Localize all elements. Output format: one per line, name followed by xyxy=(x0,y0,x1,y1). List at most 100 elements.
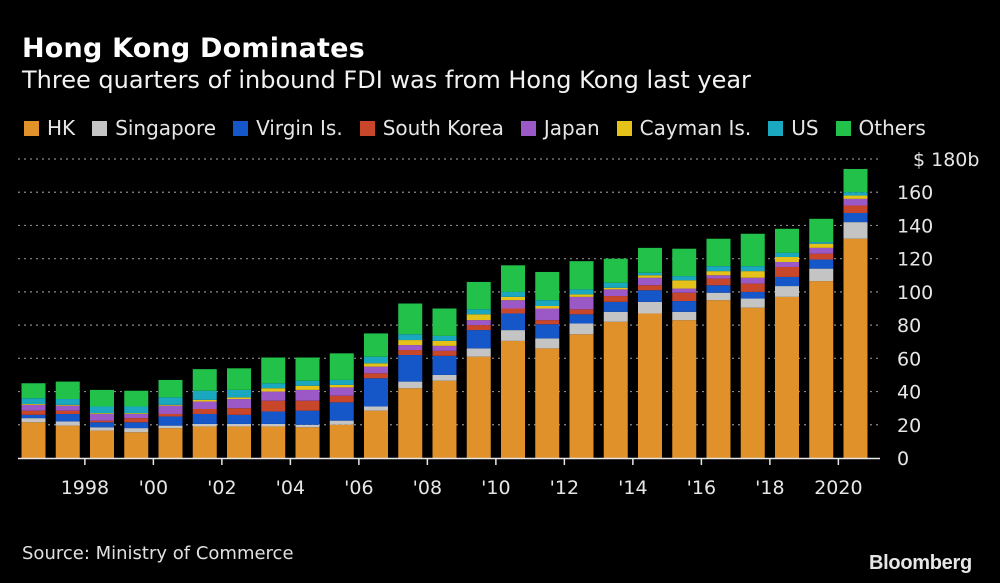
bar-segment-hk xyxy=(227,426,251,458)
bar-segment-virgin-is xyxy=(809,259,834,269)
bar-segment-us xyxy=(603,282,628,288)
bar-segment-cayman-is xyxy=(432,340,457,346)
x-tick-label: '04 xyxy=(276,477,305,499)
bar-2004 xyxy=(261,357,286,458)
bar-segment-us xyxy=(466,309,491,315)
chart-legend: HK Singapore Virgin Is. South Korea Japan Cay… xyxy=(24,116,943,140)
legend-swatch xyxy=(24,120,39,136)
bar-segment-us xyxy=(740,266,765,272)
bar-segment-cayman-is xyxy=(501,296,525,301)
bar-segment-singapore xyxy=(329,420,354,425)
bar-segment-hk xyxy=(90,430,114,458)
bar-2006 xyxy=(329,353,354,458)
bar-segment-virgin-is xyxy=(158,416,183,426)
bar-segment-cayman-is xyxy=(295,385,320,390)
bar-segment-cayman-is xyxy=(706,271,731,276)
bar-segment-south-korea xyxy=(21,410,46,415)
bar-segment-virgin-is xyxy=(740,291,765,299)
bar-segment-singapore xyxy=(569,323,594,335)
bar-segment-hk xyxy=(672,320,697,458)
bar-2015 xyxy=(638,247,662,458)
bar-segment-south-korea xyxy=(706,278,731,286)
bar-segment-cayman-is xyxy=(638,275,662,278)
bar-segment-cayman-is xyxy=(843,195,868,199)
bar-segment-singapore xyxy=(124,428,149,433)
y-tick-label: $ 180b xyxy=(913,149,979,171)
bar-segment-singapore xyxy=(706,292,731,301)
bar-segment-hk xyxy=(329,424,354,458)
bar-segment-virgin-is xyxy=(535,324,560,339)
bar-segment-us xyxy=(21,398,46,405)
chart-title: Hong Kong Dominates xyxy=(22,33,365,64)
x-tick-label: '08 xyxy=(413,477,442,499)
bar-segment-others xyxy=(501,265,525,292)
bar-segment-south-korea xyxy=(569,309,594,315)
bar-segment-japan xyxy=(329,387,354,396)
bar-segment-japan xyxy=(398,345,423,351)
bar-segment-others xyxy=(638,247,662,273)
bar-segment-singapore xyxy=(90,427,114,431)
bar-segment-others xyxy=(432,308,457,336)
bar-segment-others xyxy=(21,383,46,399)
bar-segment-others xyxy=(398,303,423,335)
legend-swatch xyxy=(92,120,108,136)
bar-segment-virgin-is xyxy=(21,414,46,419)
x-tick-label: '02 xyxy=(207,477,236,499)
bar-segment-south-korea xyxy=(740,283,765,292)
bar-segment-hk xyxy=(21,422,46,458)
bar-segment-japan xyxy=(569,296,594,310)
bar-segment-singapore xyxy=(261,423,286,427)
y-tick-label: 100 xyxy=(897,282,933,304)
y-tick-label: 40 xyxy=(897,382,921,404)
legend-label: US xyxy=(791,116,819,140)
bar-segment-cayman-is xyxy=(329,384,354,388)
legend-item-south-korea: South Korea xyxy=(359,116,504,140)
bar-segment-hk xyxy=(501,340,525,458)
bar-segment-others xyxy=(124,390,149,407)
bar-segment-singapore xyxy=(638,301,662,314)
bar-segment-hk xyxy=(706,300,731,458)
bar-segment-virgin-is xyxy=(227,414,251,424)
bar-segment-virgin-is xyxy=(329,402,354,421)
bar-segment-japan xyxy=(638,277,662,286)
bar-segment-others xyxy=(90,389,114,407)
bar-segment-singapore xyxy=(21,418,46,423)
bar-2017 xyxy=(706,238,731,458)
bar-segment-cayman-is xyxy=(21,404,46,405)
bar-segment-cayman-is xyxy=(535,306,560,309)
bar-segment-singapore xyxy=(192,423,217,427)
bar-segment-others xyxy=(809,218,834,243)
bar-segment-others xyxy=(569,261,594,290)
bar-segment-hk xyxy=(535,348,560,458)
bar-segment-cayman-is xyxy=(124,413,149,414)
bar-segment-us xyxy=(638,272,662,276)
bar-segment-south-korea xyxy=(364,373,388,379)
legend-label: Virgin Is. xyxy=(256,116,343,140)
x-tick-label: '16 xyxy=(687,477,716,499)
bar-1998 xyxy=(55,381,80,458)
bar-segment-south-korea xyxy=(192,408,217,414)
bar-segment-south-korea xyxy=(329,395,354,403)
bar-segment-hk xyxy=(466,356,491,458)
bar-segment-japan xyxy=(21,404,46,411)
legend-item-cayman-is: Cayman Is. xyxy=(616,116,751,140)
bar-segment-virgin-is xyxy=(706,285,731,293)
bar-segment-us xyxy=(158,397,183,405)
bar-segment-hk xyxy=(124,432,149,458)
y-tick-label: 160 xyxy=(897,182,933,204)
bar-segment-hk xyxy=(261,426,286,458)
bar-1997 xyxy=(21,383,46,458)
bar-segment-virgin-is xyxy=(775,276,799,287)
bar-segment-us xyxy=(364,356,388,364)
bar-segment-others xyxy=(364,333,388,357)
bar-segment-singapore xyxy=(364,406,388,411)
x-tick-label: '06 xyxy=(344,477,373,499)
legend-item-virgin-is: Virgin Is. xyxy=(233,116,343,140)
bar-segment-us xyxy=(535,300,560,307)
legend-swatch xyxy=(359,120,375,136)
bar-segment-japan xyxy=(90,413,114,421)
bar-segment-virgin-is xyxy=(843,212,868,223)
bar-segment-cayman-is xyxy=(398,340,423,346)
bar-segment-south-korea xyxy=(843,205,868,213)
